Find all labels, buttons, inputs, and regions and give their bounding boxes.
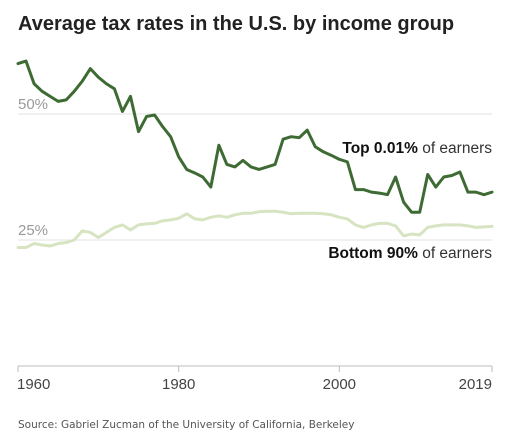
series-label-bottom-rest: of earners <box>418 245 492 262</box>
x-tick-label: 2000 <box>323 376 356 393</box>
series-label-top-rest: of earners <box>418 140 492 157</box>
x-tick-label: 1960 <box>17 376 50 393</box>
gridlines <box>18 113 492 241</box>
chart-title: Average tax rates in the U.S. by income … <box>18 13 454 35</box>
series-label-bottom-bold: Bottom 90% <box>328 245 418 262</box>
series-label-bottom: Bottom 90% of earners <box>328 245 492 262</box>
source-note: Source: Gabriel Zucman of the University… <box>18 419 354 431</box>
series-line-top <box>16 59 494 214</box>
y-tick-labels: 50% 25% <box>18 96 48 239</box>
y-tick-label: 25% <box>18 222 48 239</box>
y-tick-label: 50% <box>18 96 48 113</box>
series-label-top-bold: Top 0.01% <box>342 140 418 157</box>
series-lines <box>16 59 494 250</box>
x-tick-label: 1980 <box>162 376 195 393</box>
series-label-top: Top 0.01% of earners <box>342 140 492 157</box>
x-tick-labels: 1960 1980 2000 2019 <box>17 366 493 393</box>
series-line-bottom <box>16 209 494 250</box>
x-tick-label: 2019 <box>459 376 492 393</box>
